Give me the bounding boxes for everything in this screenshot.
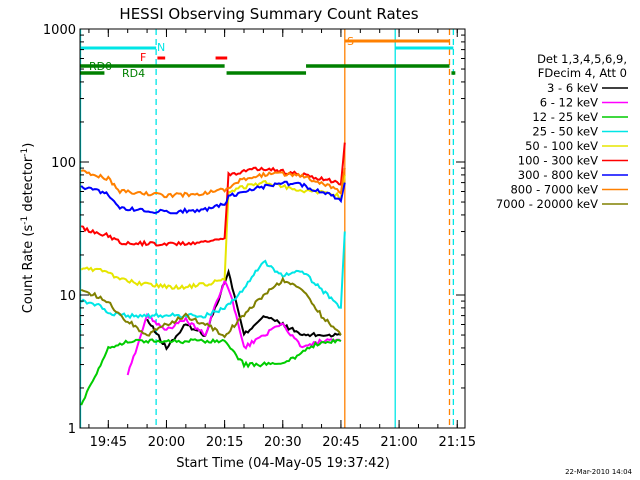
night-flag-label: N — [157, 41, 165, 54]
legend: Det 1,3,4,5,6,9, FDecim 4, Att 0 3 - 6 k… — [496, 52, 628, 211]
series-lines — [80, 142, 346, 406]
series-line-5 — [80, 174, 346, 291]
legend-label: 12 - 25 keV — [532, 110, 598, 124]
x-tick-label: 20:15 — [206, 435, 243, 450]
series-line-1 — [146, 268, 342, 351]
series-line-8 — [80, 167, 346, 199]
observing-flags: NF S RD0 RD4 — [79, 29, 456, 428]
y-axis-label-sup1: -1 — [20, 216, 30, 225]
y-axis-label-main: Count Rate (s — [21, 225, 36, 314]
legend-label: 300 - 800 keV — [518, 168, 598, 182]
y-axis-label: Count Rate (s-1 detector-1) — [20, 143, 36, 314]
x-tick-label: 19:45 — [90, 435, 127, 450]
x-tick-label: 21:00 — [380, 435, 417, 450]
x-tick-label: 20:30 — [264, 435, 301, 450]
legend-label: 100 - 300 keV — [518, 154, 598, 168]
rd0-flag-label: RD0 — [89, 60, 112, 73]
legend-label: 800 - 7000 keV — [510, 183, 598, 197]
series-line-3 — [80, 338, 342, 406]
y-tick-label: 1 — [68, 422, 76, 437]
y-axis-label-mid: detector — [21, 156, 36, 216]
saa-flag-label: S — [347, 35, 354, 48]
series-line-4 — [80, 231, 346, 320]
y-axis-label-end: ) — [21, 143, 36, 148]
series-line-2 — [126, 278, 342, 376]
plot-frame — [79, 28, 466, 429]
x-tick-label: 20:45 — [322, 435, 359, 450]
x-tick-label: 21:15 — [439, 435, 476, 450]
rd4-flag-label: RD4 — [122, 67, 145, 80]
axes: 1 10 100 1000 19:45 20:00 20:15 20:30 20:45 21:00… — [43, 23, 476, 450]
series-line-7 — [80, 180, 346, 215]
legend-label: 7000 - 20000 keV — [496, 197, 598, 211]
y-tick-label: 1000 — [43, 23, 76, 38]
legend-header-2: FDecim 4, Att 0 — [538, 66, 627, 80]
legend-label: 3 - 6 keV — [547, 81, 598, 95]
y-tick-label: 100 — [51, 156, 76, 171]
legend-label: 50 - 100 keV — [525, 139, 598, 153]
series-line-6 — [80, 142, 346, 248]
x-tick-label: 20:00 — [148, 435, 185, 450]
legend-label: 25 - 50 keV — [532, 125, 598, 139]
flare-flag-label: F — [140, 51, 146, 64]
timestamp: 22-Mar-2010 14:04 — [565, 468, 632, 476]
x-axis-label: Start Time (04-May-05 19:37:42) — [176, 456, 390, 471]
y-tick-label: 10 — [59, 289, 76, 304]
legend-header-1: Det 1,3,4,5,6,9, — [537, 52, 627, 66]
series-line-9 — [80, 276, 342, 339]
y-axis-label-sup2: -1 — [20, 148, 30, 157]
legend-label: 6 - 12 keV — [540, 96, 598, 110]
chart-title: HESSI Observing Summary Count Rates — [119, 5, 418, 23]
